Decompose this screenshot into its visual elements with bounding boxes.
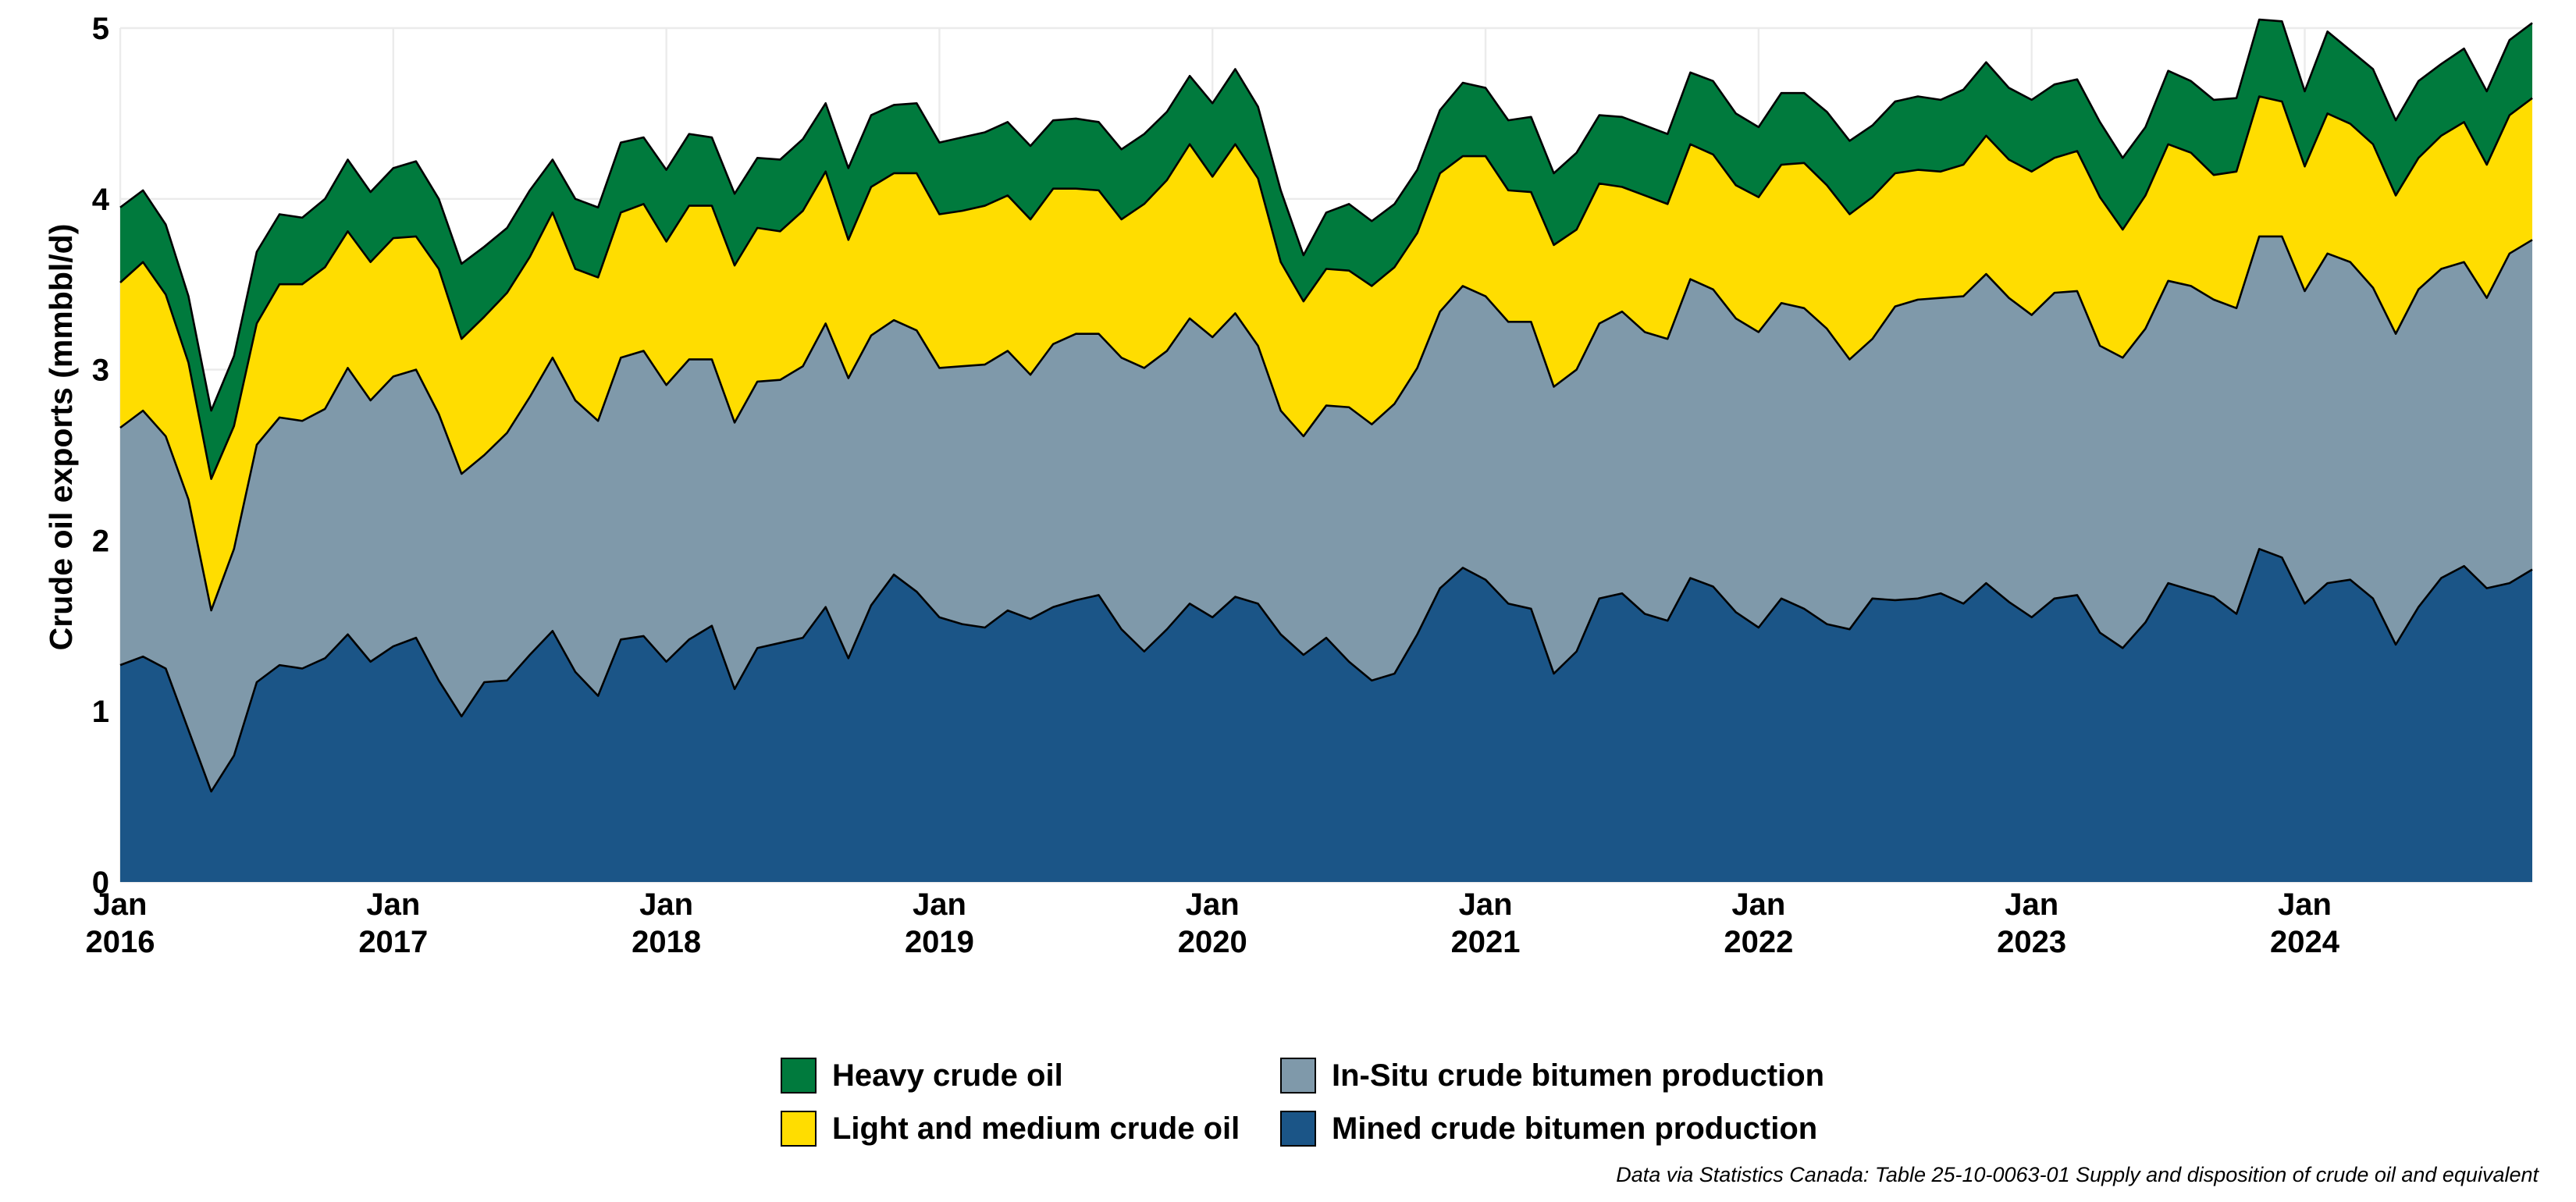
series-line-light xyxy=(119,95,2533,480)
area-light xyxy=(120,96,2532,611)
y-axis-title: Crude oil exports (mmbbl/d) xyxy=(43,224,79,651)
y-tick-label: 5 xyxy=(92,12,109,46)
series-line-heavy xyxy=(119,18,2533,412)
legend-label-heavy: Heavy crude oil xyxy=(832,1058,1063,1093)
legend-item-light: Light and medium crude oil xyxy=(781,1105,1240,1152)
x-tick-month: Jan xyxy=(639,887,693,922)
legend-swatch-light xyxy=(781,1111,817,1147)
y-tick-label: 0 xyxy=(92,866,109,900)
area-heavy xyxy=(120,20,2532,479)
y-axis-ticks: 0 1 2 3 4 5 xyxy=(92,12,110,900)
area-series-group xyxy=(119,18,2533,882)
x-tick-year: 2021 xyxy=(1451,925,1521,959)
x-tick-month: Jan xyxy=(1459,887,1513,922)
x-tick-year: 2016 xyxy=(86,925,155,959)
legend-swatch-heavy xyxy=(781,1058,817,1094)
x-tick-year: 2024 xyxy=(2270,925,2340,959)
x-tick-year: 2017 xyxy=(358,925,428,959)
legend-item-heavy: Heavy crude oil xyxy=(781,1052,1063,1099)
data-source-caption: Data via Statistics Canada: Table 25-10-… xyxy=(1616,1163,2539,1186)
legend: Heavy crude oil In-Situ crude bitumen pr… xyxy=(781,1052,1889,1161)
legend-swatch-insitu xyxy=(1280,1058,1316,1094)
x-tick-month: Jan xyxy=(2278,887,2332,922)
y-tick-label: 1 xyxy=(92,695,109,729)
legend-label-light: Light and medium crude oil xyxy=(832,1111,1240,1146)
x-tick-month: Jan xyxy=(2005,887,2058,922)
area-mined xyxy=(120,549,2532,882)
x-tick-year: 2023 xyxy=(1997,925,2066,959)
legend-label-mined: Mined crude bitumen production xyxy=(1332,1111,1818,1146)
y-tick-label: 3 xyxy=(92,354,109,388)
y-tick-label: 4 xyxy=(92,183,110,217)
series-line-mined xyxy=(119,548,2533,793)
x-tick-year: 2018 xyxy=(632,925,701,959)
x-tick-month: Jan xyxy=(913,887,966,922)
x-tick-month: Jan xyxy=(1186,887,1240,922)
legend-label-insitu: In-Situ crude bitumen production xyxy=(1332,1058,1825,1093)
y-tick-label: 2 xyxy=(92,524,109,558)
x-tick-year: 2022 xyxy=(1724,925,1793,959)
x-tick-month: Jan xyxy=(1731,887,1785,922)
legend-item-insitu: In-Situ crude bitumen production xyxy=(1280,1052,1824,1099)
x-tick-year: 2019 xyxy=(905,925,974,959)
x-tick-month: Jan xyxy=(366,887,420,922)
area-insitu xyxy=(120,236,2532,792)
legend-item-mined: Mined crude bitumen production xyxy=(1280,1105,1817,1152)
x-axis-ticks: Jan2016Jan2017Jan2018Jan2019Jan2020Jan20… xyxy=(86,887,2340,959)
series-line-insitu xyxy=(119,235,2533,612)
x-tick-year: 2020 xyxy=(1178,925,1247,959)
legend-swatch-mined xyxy=(1280,1111,1316,1147)
x-tick-month: Jan xyxy=(94,887,148,922)
